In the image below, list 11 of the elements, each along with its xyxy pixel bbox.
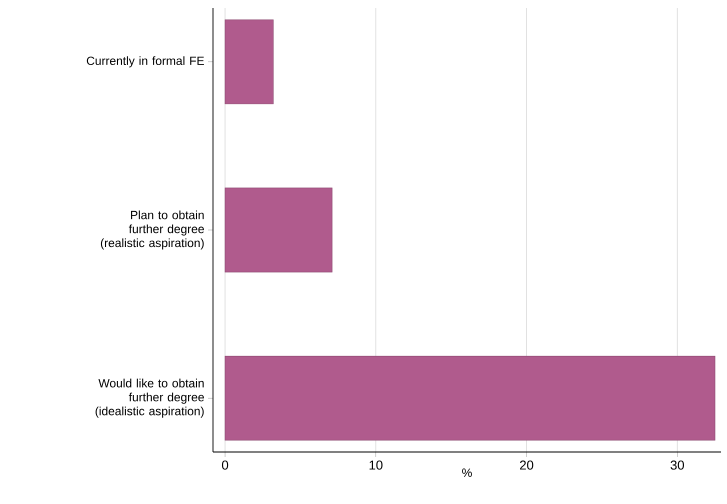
x-tick-label: 30 [670, 460, 684, 470]
x-tick-label: 0 [222, 460, 228, 470]
y-tick-label: Currently in formal FE [86, 56, 204, 68]
y-tick-label: Plan to obtain further degree (realistic aspiration) [100, 210, 204, 250]
bar [224, 356, 716, 441]
x-tick-label: 10 [370, 460, 383, 470]
x-axis-title: % [462, 468, 472, 477]
x-tick-label: 20 [520, 460, 534, 470]
bar [224, 19, 274, 104]
y-tick-label: Would like to obtain further degree (idealistic aspiration) [96, 378, 204, 418]
bar [224, 188, 332, 272]
